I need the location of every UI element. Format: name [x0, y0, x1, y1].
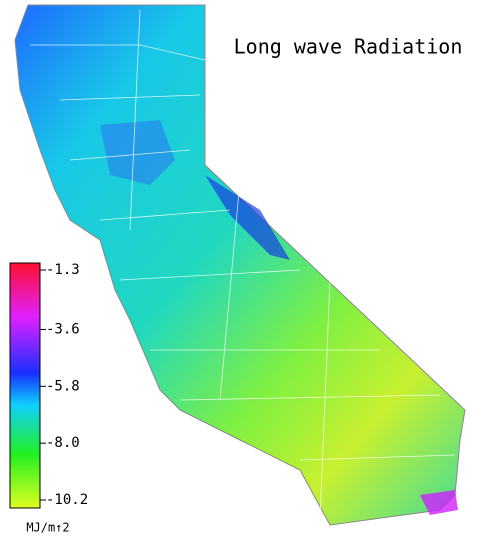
- california-map: [14, 4, 466, 526]
- colorbar-unit: MJ/m↑2: [26, 521, 69, 535]
- map-title: Long wave Radiation: [234, 35, 463, 59]
- colorbar-tick-label: -3.6: [46, 321, 80, 337]
- colorbar-tick-label: -5.8: [46, 378, 80, 394]
- colorbar: [9, 262, 41, 509]
- colorbar-tick-label: -10.2: [46, 492, 88, 508]
- colorbar-tick-label: -1.3: [46, 262, 80, 278]
- colorbar-tick-label: -8.0: [46, 435, 80, 451]
